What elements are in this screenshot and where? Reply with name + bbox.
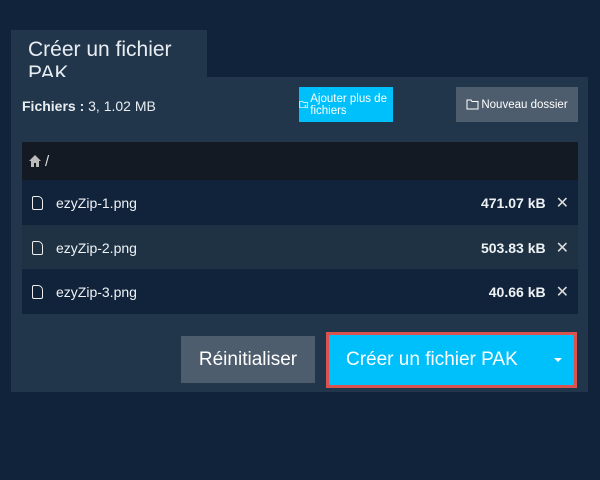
file-size: 471.07 kB bbox=[480, 194, 546, 211]
file-size: 40.66 kB bbox=[488, 283, 546, 300]
file-name: ezyZip-2.png bbox=[56, 239, 137, 256]
remove-file-icon[interactable]: ✕ bbox=[555, 239, 569, 257]
main-panel: Fichiers : 3, 1.02 MB Ajouter plus de fi… bbox=[11, 77, 588, 392]
files-summary: Fichiers : 3, 1.02 MB bbox=[22, 98, 156, 114]
files-summary-label: Fichiers : bbox=[22, 98, 85, 114]
caret-down-icon[interactable] bbox=[554, 358, 562, 362]
file-name: ezyZip-3.png bbox=[56, 283, 137, 300]
new-folder-button[interactable]: Nouveau dossier bbox=[456, 87, 578, 122]
file-row: ezyZip-3.png 40.66 kB ✕ bbox=[22, 269, 578, 314]
file-icon bbox=[32, 240, 43, 255]
folder-icon bbox=[466, 99, 479, 110]
add-files-label: Ajouter plus de fichiers bbox=[310, 92, 387, 117]
files-summary-value: 3, 1.02 MB bbox=[88, 98, 156, 114]
home-icon[interactable] bbox=[28, 154, 42, 168]
file-name: ezyZip-1.png bbox=[56, 194, 137, 211]
file-size: 503.83 kB bbox=[480, 239, 546, 256]
breadcrumb: / bbox=[22, 142, 578, 180]
create-pak-label: Créer un fichier PAK bbox=[346, 349, 518, 370]
file-row: ezyZip-2.png 503.83 kB ✕ bbox=[22, 225, 578, 270]
create-pak-button[interactable]: Créer un fichier PAK bbox=[326, 332, 577, 388]
folder-plus-icon bbox=[299, 100, 308, 109]
file-icon bbox=[32, 284, 43, 299]
new-folder-label: Nouveau dossier bbox=[481, 98, 568, 111]
remove-file-icon[interactable]: ✕ bbox=[555, 194, 569, 212]
remove-file-icon[interactable]: ✕ bbox=[555, 283, 569, 301]
tab-create-pak[interactable]: Créer un fichier PAK bbox=[11, 30, 207, 85]
breadcrumb-path[interactable]: / bbox=[45, 152, 50, 170]
file-icon bbox=[32, 195, 43, 210]
reset-button[interactable]: Réinitialiser bbox=[181, 336, 315, 383]
file-row: ezyZip-1.png 471.07 kB ✕ bbox=[22, 180, 578, 225]
add-files-button[interactable]: Ajouter plus de fichiers bbox=[299, 87, 393, 122]
